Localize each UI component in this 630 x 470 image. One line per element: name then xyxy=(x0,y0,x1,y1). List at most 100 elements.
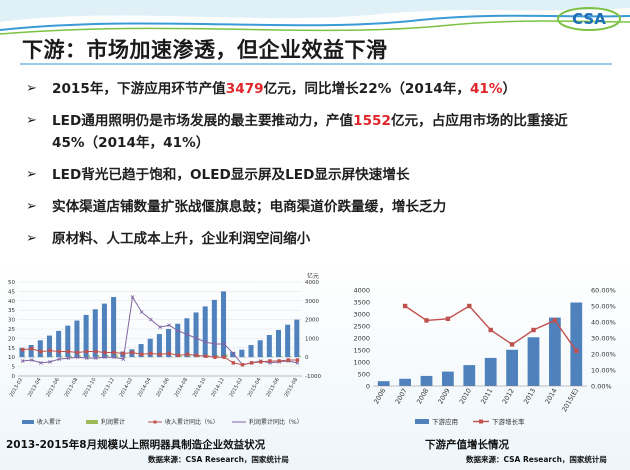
bar-profit xyxy=(24,356,26,358)
x-tick-label: 2011 xyxy=(479,387,494,405)
y-tick-label-right: -1000 xyxy=(305,374,321,380)
y-tick-label-right: 4000 xyxy=(305,280,319,286)
growth-rate-point xyxy=(402,303,408,309)
bar-revenue xyxy=(175,323,181,358)
legend-label: 下游应用 xyxy=(432,417,458,426)
legend-swatch-revenue xyxy=(22,420,34,424)
caption-right: 下游产值增长情况 xyxy=(425,439,509,451)
profit-yoy-point xyxy=(295,360,300,365)
profit-yoy-point xyxy=(75,355,80,360)
profit-yoy-point xyxy=(130,295,135,299)
arrow-bullet-icon: ➢ xyxy=(26,113,37,128)
arrow-bullet-icon: ➢ xyxy=(26,199,37,214)
bar-revenue xyxy=(83,314,89,358)
profit-yoy-point xyxy=(185,332,190,337)
revenue-yoy-point xyxy=(149,351,153,356)
y-tick-label-right: 10.00% xyxy=(591,367,616,375)
bar-revenue xyxy=(46,335,52,358)
y-tick-label-right: 3000 xyxy=(305,299,319,305)
bar-profit xyxy=(171,356,173,358)
x-tick-label: 2014-12 xyxy=(210,377,226,398)
revenue-yoy-point xyxy=(231,361,235,365)
bullet-text: 实体渠道店铺数量扩张战偃旗息鼓；电商渠道价跌量缓，增长乏力 xyxy=(52,199,447,215)
arrow-bullet-icon: ➢ xyxy=(26,167,37,182)
revenue-yoy-point xyxy=(39,349,43,354)
bar-revenue xyxy=(56,330,62,358)
x-tick-label: 2015-08 xyxy=(284,377,300,398)
x-tick-label: 2015(E) xyxy=(560,387,580,413)
bar-revenue xyxy=(74,320,80,358)
bar-profit xyxy=(97,355,100,358)
profit-yoy-point xyxy=(57,357,62,361)
profit-yoy-point xyxy=(66,356,71,361)
x-tick-label: 2014-04 xyxy=(137,377,153,398)
x-tick-label: 2015-02 xyxy=(229,377,245,398)
growth-rate-point xyxy=(445,316,451,321)
revenue-yoy-point xyxy=(213,355,217,359)
x-tick-label: 2014-08 xyxy=(174,377,190,398)
bar-downstream-output xyxy=(463,365,476,386)
bar-revenue xyxy=(193,312,199,358)
profit-yoy-point xyxy=(112,355,117,360)
revenue-yoy-point xyxy=(176,353,181,358)
revenue-yoy-point xyxy=(204,354,208,358)
y-tick-label-left: 3500 xyxy=(353,299,370,307)
revenue-yoy-point xyxy=(103,350,107,355)
revenue-yoy-point xyxy=(20,347,25,352)
growth-rate-point xyxy=(509,342,515,347)
bar-revenue xyxy=(202,306,208,358)
bullet-text: 原材料、人工成本上升，企业利润空间缩小 xyxy=(52,231,311,247)
legend-swatch-output xyxy=(415,419,429,424)
y-tick-label-right: 60.00% xyxy=(591,287,616,295)
revenue-yoy-point xyxy=(194,353,199,358)
y-tick-label-right: 0 xyxy=(305,355,309,361)
legend-label: 收入累计同比（%） xyxy=(165,418,219,426)
revenue-yoy-point xyxy=(259,360,263,364)
y-tick-label-left: 50 xyxy=(8,280,15,286)
revenue-yoy-point xyxy=(277,359,281,363)
bullet-item: ➢ 2015年，下游应用环节产值3479亿元，同比增长22%（2014年，41%） xyxy=(26,78,616,100)
x-tick-label: 2013-12 xyxy=(100,377,116,398)
revenue-yoy-point xyxy=(158,352,162,357)
x-tick-label: 2009 xyxy=(436,387,451,405)
growth-rate-point xyxy=(552,318,558,323)
profit-yoy-point xyxy=(93,356,98,361)
page-title: 下游：市场加速渗透，但企业效益下滑 xyxy=(22,38,388,62)
revenue-yoy-point xyxy=(94,349,98,354)
bar-profit xyxy=(33,356,36,358)
x-tick-label: 2014 xyxy=(543,387,558,405)
x-tick-label: 2014-02 xyxy=(119,377,135,398)
csa-logo: CSA xyxy=(557,7,621,31)
bar-revenue xyxy=(266,335,272,358)
y-tick-label-left: 500 xyxy=(358,371,370,379)
legend-marker xyxy=(479,419,483,424)
bullet-item: ➢ 实体渠道店铺数量扩张战偃旗息鼓；电商渠道价跌量缓，增长乏力 xyxy=(26,196,616,218)
bullet-text: 亿元，同比增长22%（2014年， xyxy=(263,81,470,97)
bar-revenue xyxy=(285,324,291,358)
y-tick-label-right: 20.00% xyxy=(591,351,616,359)
highlight-value: 3479 xyxy=(225,81,264,97)
bar-downstream-output xyxy=(549,317,561,386)
bar-downstream-output xyxy=(377,381,390,386)
revenue-yoy-point xyxy=(268,359,272,363)
bar-downstream-output xyxy=(506,349,518,386)
y-tick-label-left: 25 xyxy=(8,327,15,333)
profit-yoy-point xyxy=(231,351,236,356)
bar-profit xyxy=(216,354,219,358)
bar-profit xyxy=(262,356,265,358)
legend-label: 利润累计 xyxy=(101,418,125,426)
bar-revenue xyxy=(138,344,144,358)
bar-profit xyxy=(152,356,155,358)
y-tick-label-right: 0.00% xyxy=(591,383,612,391)
x-tick-label: 2015-06 xyxy=(265,377,281,398)
growth-rate-point xyxy=(531,327,536,333)
y-tick-label-left: 3000 xyxy=(353,311,370,319)
bar-revenue xyxy=(257,340,263,358)
caption-left: 2013-2015年8月规模以上照明器具制造企业效益状况 xyxy=(6,439,266,451)
revenue-yoy-point xyxy=(139,352,144,357)
revenue-yoy-point xyxy=(75,350,80,355)
bar-downstream-output xyxy=(442,371,454,386)
x-tick-label: 2010 xyxy=(458,387,473,405)
growth-rate-point xyxy=(488,327,493,333)
